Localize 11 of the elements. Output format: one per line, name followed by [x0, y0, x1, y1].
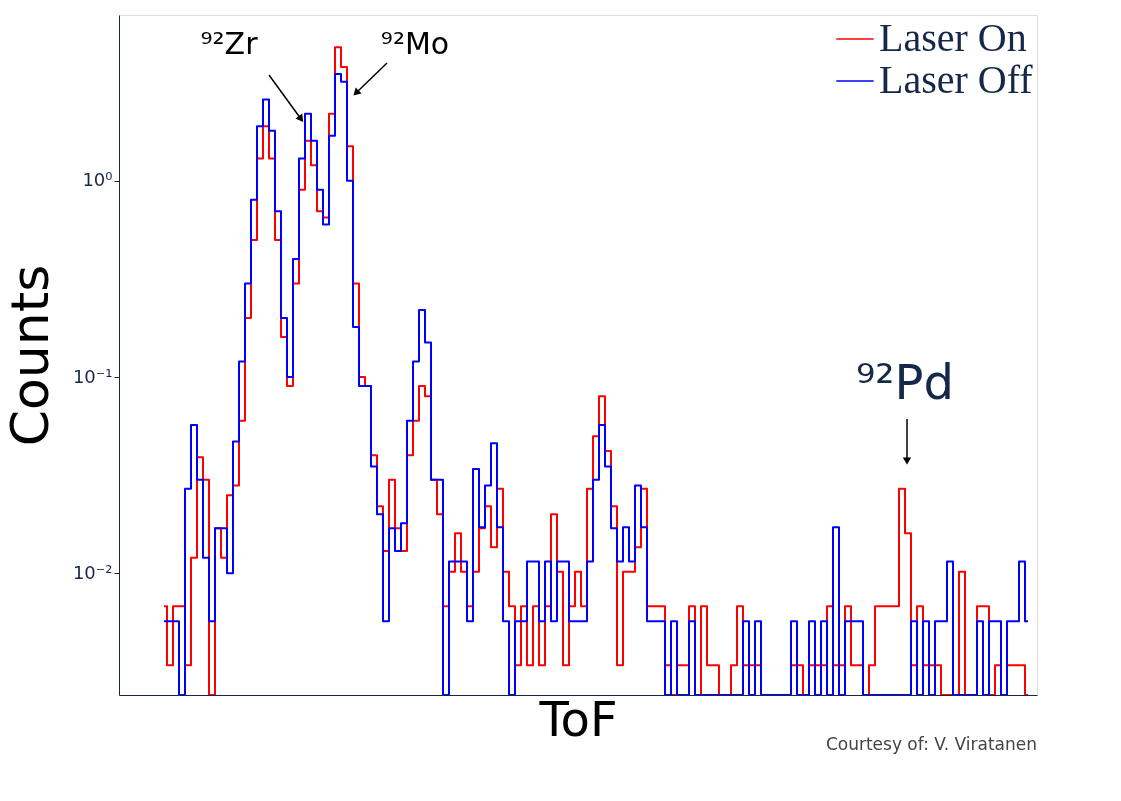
- x-axis-title: ToF: [538, 690, 618, 747]
- legend-label: Laser Off: [879, 57, 1034, 102]
- legend-label: Laser On: [879, 15, 1027, 60]
- annotation: ⁹²Mo: [380, 26, 450, 61]
- y-tick-label: 10⁻²: [72, 561, 113, 583]
- y-tick-label: 10⁻¹: [72, 365, 113, 387]
- annotation: ⁹²Zr: [200, 26, 259, 61]
- text: Courtesy of: V. Viratanen: [825, 734, 1037, 754]
- annotation: ⁹²Pd: [856, 354, 954, 410]
- y-tick-label: 10⁰: [82, 169, 113, 191]
- y-axis-title: Counts: [0, 264, 60, 447]
